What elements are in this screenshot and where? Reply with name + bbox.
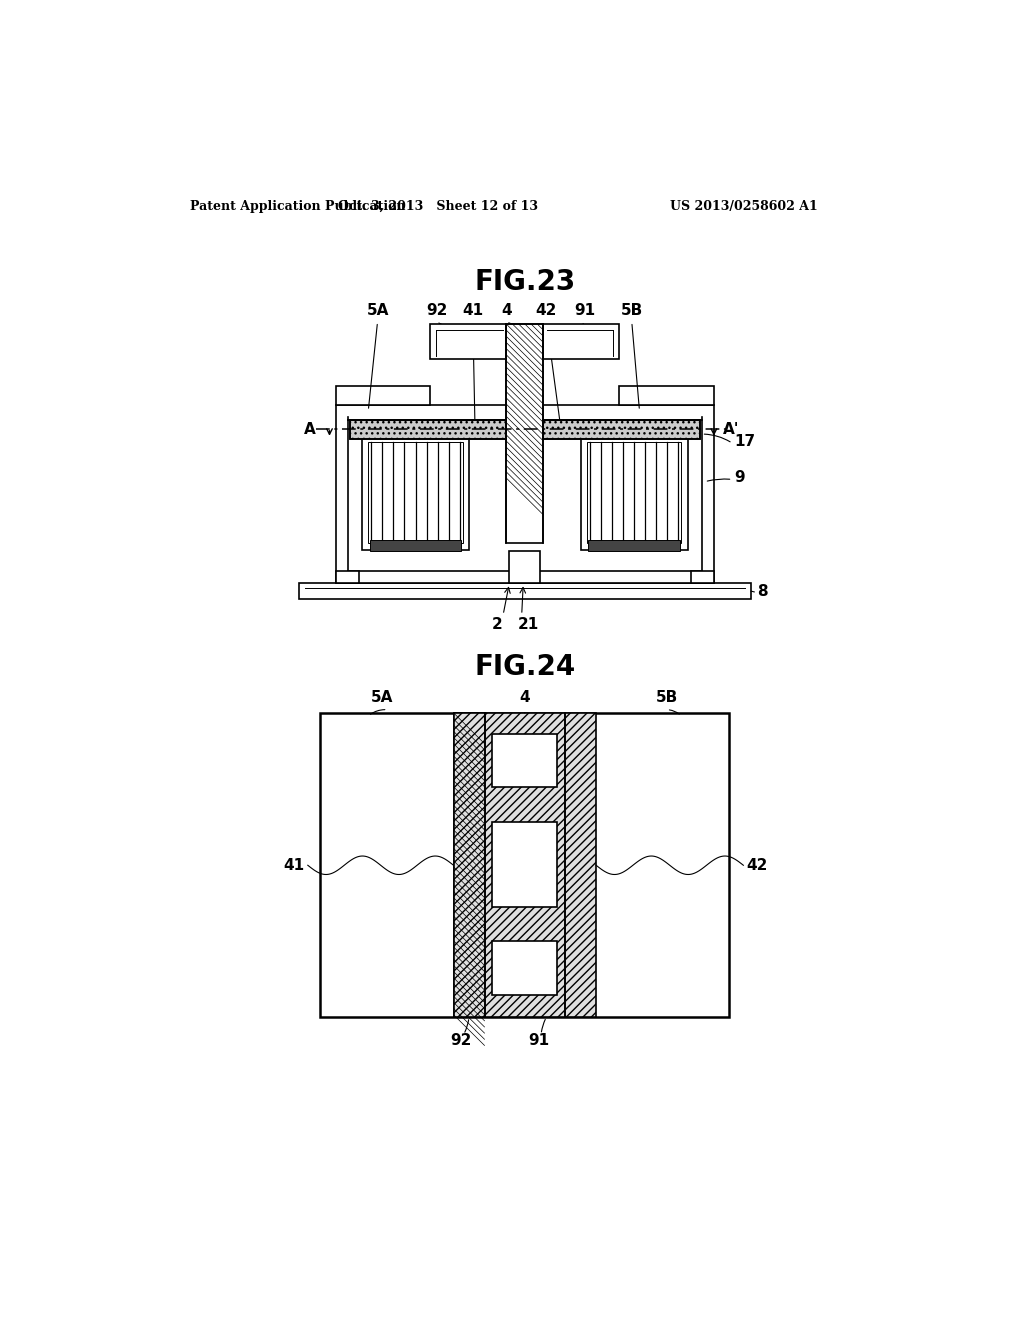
Bar: [321, 713, 729, 1016]
Bar: [336, 572, 359, 583]
Text: 92: 92: [451, 1032, 472, 1048]
Text: 5B: 5B: [621, 304, 643, 318]
Bar: [509, 552, 541, 583]
Bar: [544, 420, 700, 438]
Text: 2: 2: [492, 616, 503, 632]
Text: 91: 91: [574, 304, 596, 318]
Bar: [336, 405, 714, 583]
Text: A: A: [304, 422, 315, 437]
Bar: [454, 713, 484, 1016]
Bar: [454, 713, 484, 1016]
Bar: [349, 420, 506, 438]
Text: 21: 21: [517, 616, 539, 632]
Bar: [620, 385, 714, 405]
Bar: [565, 713, 596, 1016]
Text: 92: 92: [426, 304, 447, 318]
Text: 41: 41: [462, 304, 483, 318]
Bar: [506, 323, 544, 544]
Text: 5A: 5A: [371, 690, 393, 705]
Bar: [362, 436, 469, 549]
Bar: [565, 713, 596, 1016]
Text: A': A': [723, 422, 739, 437]
Text: 91: 91: [528, 1032, 549, 1048]
Text: FIG.23: FIG.23: [474, 268, 575, 296]
Bar: [493, 822, 557, 907]
Bar: [581, 436, 687, 549]
Text: 17: 17: [734, 434, 755, 449]
Bar: [369, 442, 463, 544]
Bar: [506, 323, 544, 544]
Text: 42: 42: [746, 858, 768, 873]
Bar: [587, 442, 681, 544]
Bar: [690, 572, 714, 583]
Bar: [299, 583, 751, 599]
Bar: [370, 540, 461, 552]
Text: US 2013/0258602 A1: US 2013/0258602 A1: [671, 199, 818, 213]
Bar: [493, 941, 557, 995]
Bar: [454, 713, 484, 1016]
Text: 41: 41: [284, 858, 305, 873]
Text: Patent Application Publication: Patent Application Publication: [190, 199, 406, 213]
Text: 4: 4: [501, 304, 512, 318]
Text: 42: 42: [536, 304, 557, 318]
Bar: [589, 540, 680, 552]
Text: 5A: 5A: [367, 304, 389, 318]
Bar: [493, 734, 557, 787]
Bar: [349, 420, 506, 438]
Text: FIG.24: FIG.24: [474, 652, 575, 681]
Bar: [430, 323, 506, 359]
Bar: [544, 420, 700, 438]
Text: 5B: 5B: [656, 690, 679, 705]
Bar: [349, 420, 506, 438]
Bar: [544, 323, 620, 359]
Bar: [484, 713, 565, 1016]
Text: 4: 4: [519, 690, 530, 705]
Bar: [484, 713, 565, 1016]
Text: 8: 8: [758, 585, 768, 599]
Bar: [544, 420, 700, 438]
Bar: [336, 385, 430, 405]
Text: 9: 9: [734, 470, 744, 486]
Text: Oct. 3, 2013   Sheet 12 of 13: Oct. 3, 2013 Sheet 12 of 13: [338, 199, 538, 213]
